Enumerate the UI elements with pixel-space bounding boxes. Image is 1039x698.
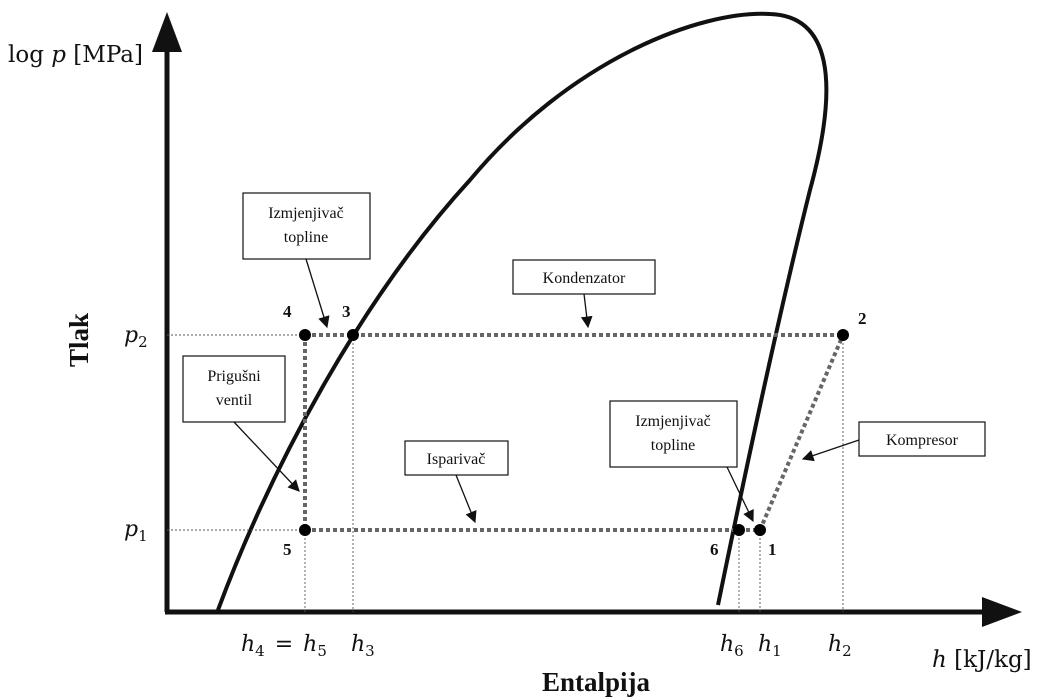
callout-text-line1: Izmjenjivač [635, 413, 711, 430]
callout-isparivac: Isparivač [404, 440, 509, 524]
point-3 [347, 329, 359, 341]
callout-izmjenjivac-bottom: Izmjenjivač topline [609, 400, 754, 523]
callout-arrow [726, 466, 754, 523]
callout-text-line2: ventil [216, 392, 253, 409]
h2-tick-label: h2 [828, 632, 852, 660]
callout-prigusni-ventil: Prigušni ventil [182, 355, 300, 492]
p2-tick-label: p2 [124, 323, 148, 351]
x-axis-unit: h [kJ/kg] [932, 647, 1032, 673]
point-label-1: 1 [768, 540, 777, 559]
h1-tick-label: h1 [758, 632, 782, 660]
callout-arrow [580, 293, 593, 329]
callout-text-line1: Izmjenjivač [268, 205, 344, 222]
callout-arrow [455, 474, 477, 524]
saturation-dome-curve [216, 11, 829, 611]
point-label-4: 4 [283, 302, 292, 321]
callout-text: Kompresor [886, 432, 959, 449]
point-6 [733, 524, 745, 536]
callout-arrow [305, 258, 330, 329]
axes [152, 12, 1022, 627]
point-4 [299, 329, 311, 341]
callout-text-line2: topline [284, 229, 328, 246]
point-label-3: 3 [342, 302, 351, 321]
h6-tick-label: h6 [720, 632, 744, 660]
callout-arrow [801, 439, 860, 462]
callout-kompresor: Kompresor [801, 421, 986, 462]
callout-box [858, 421, 986, 457]
callout-izmjenjivac-top: Izmjenjivač topline [242, 192, 371, 329]
callout-box [182, 355, 286, 423]
point-label-2: 2 [858, 309, 867, 328]
callout-kondenzator: Kondenzator [512, 259, 656, 329]
state-points: 1 2 3 4 5 6 [283, 302, 867, 559]
callout-box [242, 192, 371, 260]
compressor-line [758, 334, 845, 531]
y-axis-title: Tlak [64, 313, 94, 367]
callout-text: Kondenzator [543, 270, 626, 287]
y-axis-arrowhead [152, 12, 182, 52]
point-1 [754, 524, 766, 536]
callout-text-line1: Prigušni [207, 368, 261, 385]
point-label-5: 5 [283, 540, 292, 559]
y-axis-unit: log p [MPa] [8, 42, 143, 68]
point-5 [299, 524, 311, 536]
h45-tick-label: h4 = h5 [241, 632, 327, 660]
h3-tick-label: h3 [351, 632, 375, 660]
x-axis-title: Entalpija [542, 667, 651, 697]
callout-text: Isparivač [427, 451, 486, 468]
x-axis-arrowhead [982, 597, 1022, 627]
callout-text-line2: topline [651, 437, 695, 454]
guide-lines [167, 334, 844, 612]
callout-box [609, 400, 738, 468]
point-label-6: 6 [710, 540, 719, 559]
point-2 [837, 329, 849, 341]
callout-arrow [233, 421, 300, 492]
cycle-path [303, 333, 845, 532]
p1-tick-label: p1 [124, 517, 148, 545]
callout-box [404, 440, 509, 476]
